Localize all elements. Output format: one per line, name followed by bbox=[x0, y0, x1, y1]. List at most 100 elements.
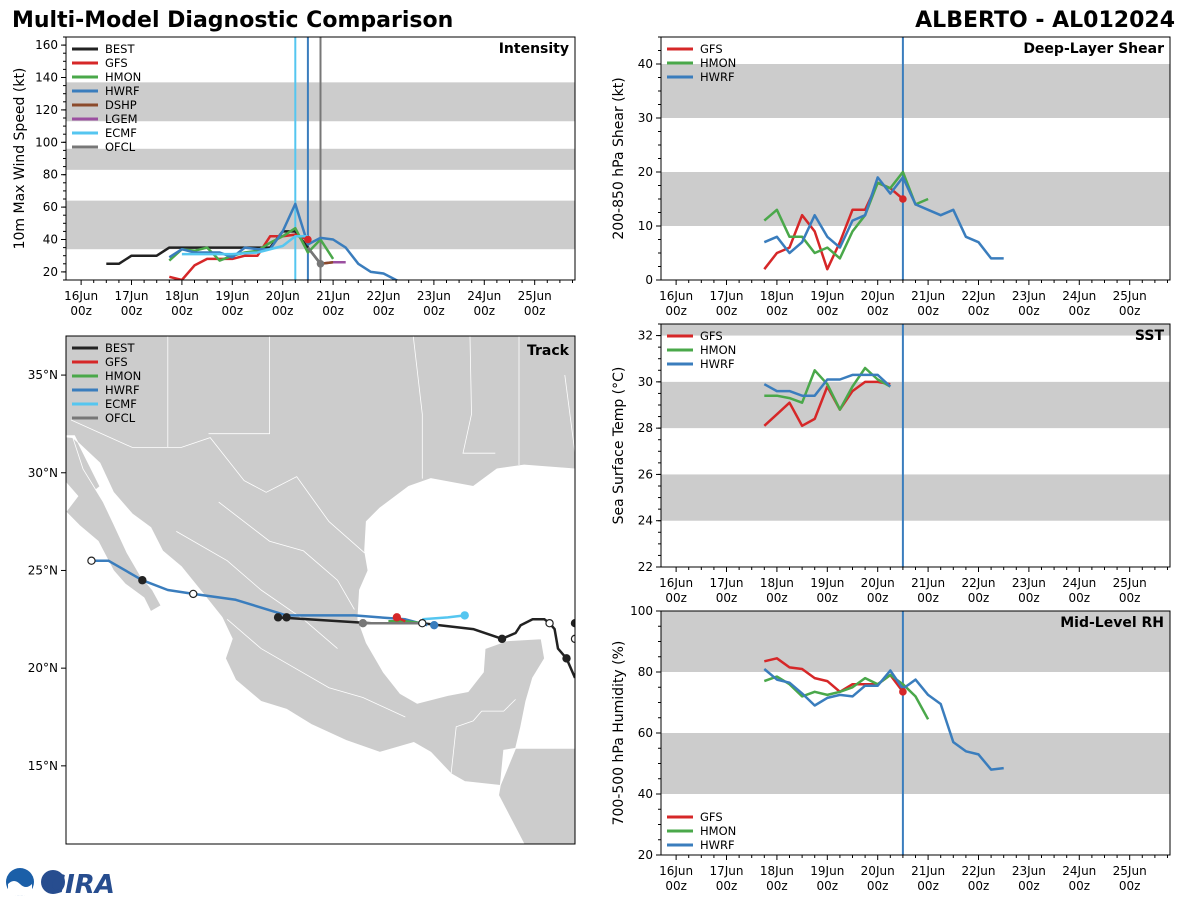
series-marker-gfs bbox=[304, 235, 312, 244]
legend-label-hmon: HMON bbox=[700, 343, 736, 357]
shaded-band bbox=[661, 733, 1170, 794]
legend-label-hmon: HMON bbox=[105, 70, 141, 84]
cira-logo: CIRA bbox=[6, 868, 115, 900]
track-marker-hwrf bbox=[138, 576, 147, 585]
x-tick-date: 23Jun bbox=[417, 289, 451, 303]
x-tick-hour: 00z bbox=[665, 304, 687, 318]
y-tick-label: 0 bbox=[645, 273, 653, 287]
x-tick-date: 25Jun bbox=[518, 289, 552, 303]
shaded-band bbox=[661, 172, 1170, 226]
y-tick-label: 100 bbox=[35, 135, 58, 149]
x-tick-label: 17Jun 00z bbox=[709, 576, 743, 605]
x-tick-hour: 00z bbox=[1018, 591, 1040, 605]
y-axis-label: 700-500 hPa Humidity (%) bbox=[611, 641, 627, 826]
lat-tick-label: 25°N bbox=[28, 563, 58, 577]
x-tick-hour: 00z bbox=[373, 304, 395, 318]
track-marker-best bbox=[273, 613, 283, 622]
border-line bbox=[218, 501, 355, 610]
storm-id-title: ALBERTO - AL012024 bbox=[915, 8, 1175, 33]
legend-label-ofcl: OFCL bbox=[105, 140, 136, 154]
x-tick-label: 22Jun 00z bbox=[961, 289, 995, 318]
x-tick-hour: 00z bbox=[716, 879, 738, 893]
x-tick-date: 17Jun bbox=[114, 289, 148, 303]
series-line-hwrf bbox=[763, 176, 1004, 260]
y-tick-label: 40 bbox=[638, 787, 653, 801]
x-tick-date: 23Jun bbox=[1012, 289, 1046, 303]
x-tick-hour: 00z bbox=[171, 304, 193, 318]
y-tick-label: 20 bbox=[638, 848, 653, 862]
y-tick-label: 30 bbox=[638, 111, 653, 125]
x-tick-label: 21Jun 00z bbox=[911, 864, 945, 893]
x-tick-label: 18Jun 00z bbox=[760, 864, 794, 893]
x-tick-label: 24Jun 00z bbox=[467, 289, 501, 318]
legend-label-lgem: LGEM bbox=[105, 112, 138, 126]
x-tick-label: 22Jun 00z bbox=[961, 576, 995, 605]
x-tick-label: 19Jun 00z bbox=[810, 289, 844, 318]
x-tick-hour: 00z bbox=[867, 879, 889, 893]
legend-label-ofcl: OFCL bbox=[105, 411, 136, 425]
y-tick-label: 28 bbox=[638, 421, 653, 435]
x-tick-label: 25Jun 00z bbox=[1113, 864, 1147, 893]
y-tick-label: 160 bbox=[35, 38, 58, 52]
series-line-hmon bbox=[763, 170, 929, 260]
track-marker-hwrf bbox=[429, 620, 439, 630]
y-tick-label: 60 bbox=[638, 726, 653, 740]
noaa-wave-icon bbox=[8, 881, 32, 896]
x-tick-label: 23Jun 00z bbox=[1012, 289, 1046, 318]
x-tick-date: 22Jun bbox=[366, 289, 400, 303]
map-area bbox=[66, 336, 575, 844]
x-tick-label: 23Jun 00z bbox=[1012, 864, 1046, 893]
x-tick-date: 18Jun bbox=[165, 289, 199, 303]
x-tick-date: 19Jun bbox=[810, 864, 844, 878]
panel-title: Deep-Layer Shear bbox=[1023, 41, 1164, 57]
legend-label-gfs: GFS bbox=[700, 42, 723, 56]
y-tick-label: 40 bbox=[638, 57, 653, 71]
x-tick-label: 18Jun 00z bbox=[165, 289, 199, 318]
cira-globe-icon bbox=[41, 870, 65, 894]
x-tick-hour: 00z bbox=[322, 304, 344, 318]
x-tick-date: 16Jun bbox=[64, 289, 98, 303]
x-tick-date: 19Jun bbox=[810, 289, 844, 303]
plot-area bbox=[661, 37, 1170, 280]
x-tick-label: 21Jun 00z bbox=[316, 289, 350, 318]
x-tick-label: 21Jun 00z bbox=[911, 289, 945, 318]
x-tick-date: 20Jun bbox=[861, 864, 895, 878]
x-tick-hour: 00z bbox=[817, 304, 839, 318]
legend-label-gfs: GFS bbox=[105, 56, 128, 70]
series-marker-gfs bbox=[899, 688, 907, 696]
plot-area bbox=[66, 37, 575, 280]
x-tick-label: 18Jun 00z bbox=[760, 289, 794, 318]
shaded-band bbox=[661, 324, 1170, 336]
track-marker-best bbox=[282, 613, 291, 622]
x-tick-hour: 00z bbox=[716, 591, 738, 605]
lat-tick-label: 35°N bbox=[28, 368, 58, 382]
border-line bbox=[70, 419, 365, 554]
plot-area bbox=[661, 611, 1170, 855]
legend-label-gfs: GFS bbox=[700, 329, 723, 343]
x-tick-hour: 00z bbox=[1018, 879, 1040, 893]
x-tick-label: 20Jun 00z bbox=[266, 289, 300, 318]
lat-tick-label: 20°N bbox=[28, 661, 58, 675]
x-tick-hour: 00z bbox=[867, 591, 889, 605]
x-tick-date: 18Jun bbox=[760, 289, 794, 303]
series-line-hwrf bbox=[763, 373, 892, 397]
x-tick-hour: 00z bbox=[524, 304, 546, 318]
x-tick-hour: 00z bbox=[766, 879, 788, 893]
y-tick-label: 24 bbox=[638, 514, 653, 528]
x-tick-label: 23Jun 00z bbox=[1012, 576, 1046, 605]
y-tick-label: 120 bbox=[35, 103, 58, 117]
x-tick-date: 24Jun bbox=[467, 289, 501, 303]
border-line bbox=[412, 336, 423, 479]
x-tick-date: 21Jun bbox=[911, 576, 945, 590]
x-tick-hour: 00z bbox=[1068, 879, 1090, 893]
x-tick-date: 21Jun bbox=[911, 864, 945, 878]
figure-title: Multi-Model Diagnostic Comparison bbox=[12, 8, 453, 33]
x-tick-label: 24Jun 00z bbox=[1062, 576, 1096, 605]
cira-logo-text: CIRA bbox=[46, 870, 115, 900]
track-marker-ecmf bbox=[460, 611, 469, 620]
land-polygon bbox=[66, 436, 162, 613]
x-tick-hour: 00z bbox=[1119, 879, 1141, 893]
